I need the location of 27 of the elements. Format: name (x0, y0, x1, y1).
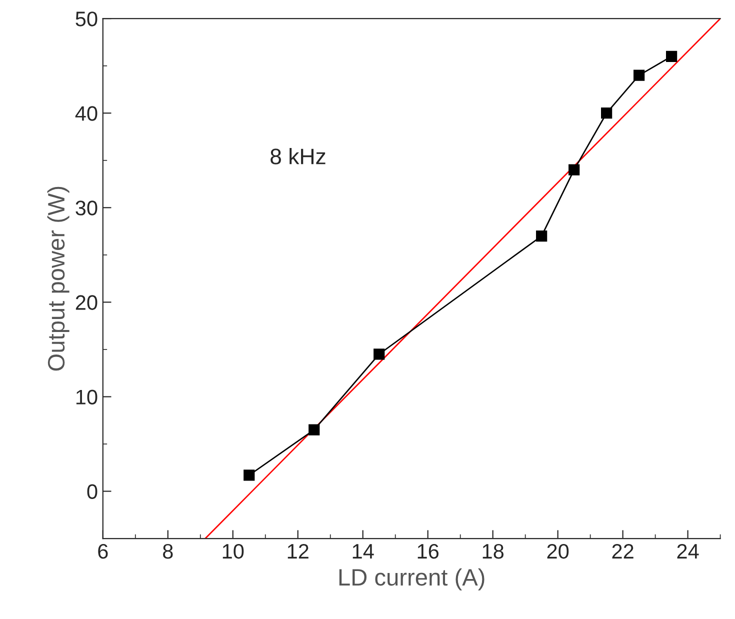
point (536, 230, 548, 242)
point (244, 470, 255, 481)
x-tick-label: 20 (547, 544, 569, 559)
y-axis-title: Output power (W) (47, 186, 70, 371)
x-tick-label: 22 (612, 544, 634, 558)
y-tick-label: 40 (75, 106, 98, 121)
point (666, 50, 678, 62)
point (601, 108, 612, 119)
x-tick-label: 18 (482, 544, 504, 559)
y-tick-label: 10 (76, 390, 98, 404)
point (568, 164, 580, 176)
y-tick-label: 0 (87, 484, 98, 500)
x-tick-label: 24 (677, 544, 699, 558)
x-tick-label: 14 (352, 544, 374, 558)
x-tick-label: 10 (222, 544, 244, 559)
point (374, 348, 385, 360)
annotation: 8 kHz (270, 148, 326, 164)
x-tick-label: 16 (418, 544, 439, 559)
y-tick-label: 20 (76, 295, 98, 310)
x-tick-label: 8 (163, 544, 173, 559)
x-tick-label: 6 (98, 544, 108, 559)
point (308, 424, 320, 436)
point (634, 70, 645, 81)
x-tick-label: 12 (288, 544, 308, 558)
y-tick-label: 50 (76, 12, 98, 26)
y-tick-label: 30 (76, 200, 98, 216)
x-axis-title: LD current (A) (339, 568, 484, 590)
